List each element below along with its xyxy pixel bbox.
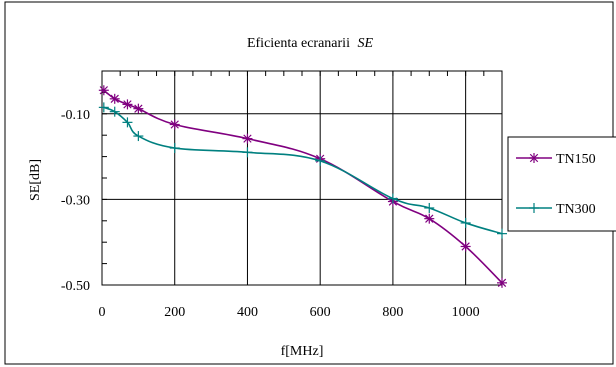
- data-point-TN300: [242, 147, 253, 158]
- data-point-TN150-d2: [243, 134, 252, 143]
- x-axis-label: f[MHz]: [281, 344, 324, 359]
- legend-box: [507, 136, 616, 232]
- data-point-TN150: [133, 103, 144, 114]
- y-tick-label: -0.10: [61, 108, 90, 123]
- data-point-TN150: [497, 277, 507, 288]
- x-tick-label: 0: [99, 305, 106, 320]
- data-point-TN150: [424, 213, 435, 224]
- y-tick-label: -0.30: [61, 193, 90, 208]
- data-point-TN150-d2: [99, 86, 108, 95]
- data-point-TN150-d2: [123, 100, 132, 109]
- data-point-TN150: [242, 133, 253, 144]
- x-tick-label: 1000: [452, 305, 480, 320]
- legend-marker: [529, 153, 539, 163]
- y-tick-labels: -0.10 -0.30 -0.50: [61, 108, 90, 294]
- data-point-TN300: [497, 228, 507, 239]
- data-point-TN300: [109, 106, 120, 117]
- data-point-TN300: [98, 102, 109, 113]
- data-point-TN150: [460, 241, 471, 252]
- legend-marker-d2: [529, 153, 539, 163]
- legend: TN150 TN300: [507, 136, 616, 232]
- x-tick-label: 200: [164, 305, 185, 320]
- data-point-TN150: [169, 119, 180, 130]
- x-tick-label: 600: [310, 305, 331, 320]
- plot-area: [101, 70, 503, 286]
- legend-marker: [529, 203, 539, 213]
- data-point-TN150-d2: [110, 94, 119, 103]
- data-point-TN150-d2: [497, 278, 507, 288]
- y-axis-label: SE[dB]: [28, 159, 43, 201]
- data-point-TN300: [133, 131, 144, 142]
- tick-layer: [101, 70, 503, 286]
- data-point-TN150: [98, 85, 109, 96]
- data-point-TN150: [122, 99, 133, 110]
- data-point-TN150-d2: [461, 242, 470, 251]
- x-tick-labels: 0 200 400 600 800 1000: [99, 305, 480, 320]
- data-point-TN300: [387, 193, 398, 204]
- y-tick-label: -0.50: [61, 279, 90, 294]
- data-point-TN300: [315, 155, 326, 166]
- legend-label: TN150: [556, 152, 596, 167]
- data-point-TN300: [122, 117, 133, 128]
- legend-items: TN150 TN300: [516, 152, 596, 217]
- chart-title-main: Eficienta ecranarii: [247, 36, 350, 51]
- data-point-TN300: [169, 143, 180, 154]
- data-point-TN150-d2: [134, 104, 143, 113]
- data-point-TN300: [424, 202, 435, 213]
- legend-label: TN300: [556, 202, 596, 217]
- data-point-TN300: [460, 217, 471, 228]
- data-point-TN150-d2: [170, 120, 179, 129]
- data-point-TN150-d2: [425, 214, 434, 223]
- x-tick-label: 800: [382, 305, 403, 320]
- series-layer: [98, 85, 507, 288]
- data-point-TN150: [109, 93, 120, 104]
- x-tick-label: 400: [237, 305, 258, 320]
- chart-title-symbol: SE: [357, 36, 373, 51]
- chart-title: Eficienta ecranarii SE: [247, 36, 373, 51]
